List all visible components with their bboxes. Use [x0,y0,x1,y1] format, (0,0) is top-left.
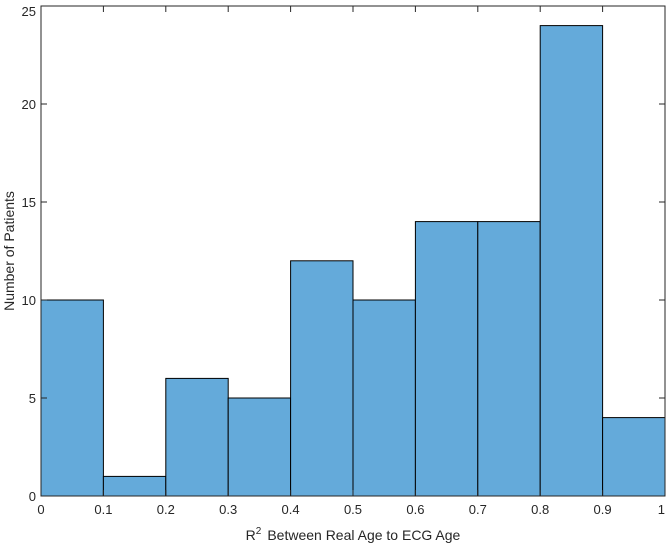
y-tick-label: 10 [22,293,36,308]
x-axis-label-base: R [246,527,256,543]
histogram-bar [539,25,604,497]
x-tick-label: 1 [658,502,665,517]
x-tick-label: 0.3 [219,502,237,517]
histogram-bar [227,397,292,497]
histogram-bars [40,25,666,497]
y-tick-label: 15 [22,195,36,210]
x-axis-label-superscript: 2 [256,526,262,537]
x-tick-label: 0 [37,502,44,517]
histogram-bar [352,299,416,497]
y-axis-label: Number of Patients [1,191,17,311]
y-axis-ticks: 0 5 10 15 20 25 [22,4,665,504]
x-axis-label: R2 Between Real Age to ECG Age [246,526,461,543]
y-tick-label: 0 [29,489,36,504]
histogram-bar [40,299,104,497]
y-tick-label: 25 [22,4,36,19]
x-tick-label: 0.2 [157,502,175,517]
y-tick-label: 5 [29,391,36,406]
histogram-bar [602,417,666,497]
histogram-bar [102,475,167,497]
x-tick-label: 0.1 [94,502,112,517]
histogram-bar [414,221,479,497]
histogram-bar [290,260,354,497]
histogram-bar [477,221,541,497]
x-tick-label: 0.8 [531,502,549,517]
x-tick-label: 0.4 [282,502,300,517]
histogram-bar [165,377,229,497]
x-tick-label: 0.7 [469,502,487,517]
x-axis-ticks: 0 0.1 0.2 0.3 0.4 0.5 0.6 0.7 0.8 0.9 1 [37,6,666,517]
y-tick-label: 20 [22,97,36,112]
x-tick-label: 0.6 [406,502,424,517]
x-tick-label: 0.9 [594,502,612,517]
x-axis-label-rest: Between Real Age to ECG Age [267,527,460,543]
x-tick-label: 0.5 [344,502,362,517]
